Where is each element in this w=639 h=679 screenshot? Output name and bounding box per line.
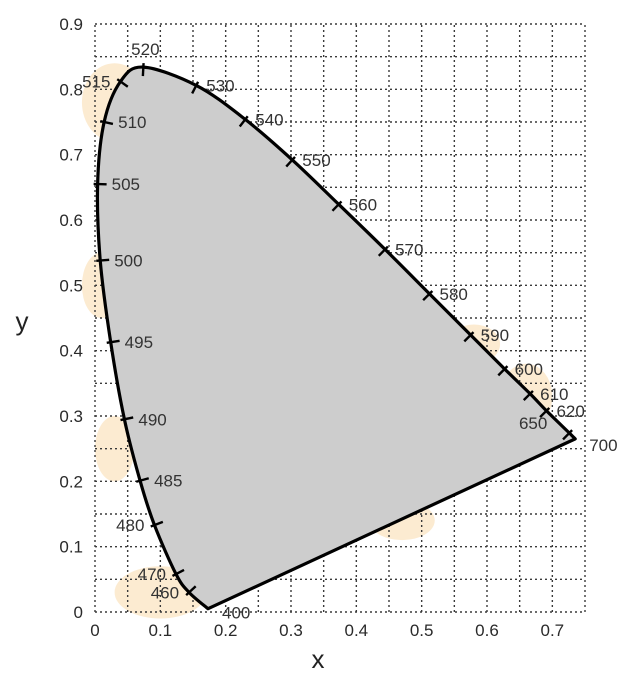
wavelength-tick-570 bbox=[377, 245, 389, 257]
y-tick-label: 0 bbox=[74, 603, 83, 622]
x-tick-label: 0.7 bbox=[541, 621, 565, 640]
wavelength-label-650: 650 bbox=[519, 414, 547, 433]
wavelength-tick-485 bbox=[135, 477, 150, 483]
x-tick-label: 0.6 bbox=[475, 621, 499, 640]
wavelength-tick-460 bbox=[185, 585, 197, 596]
wavelength-label-550: 550 bbox=[302, 151, 330, 170]
y-tick-labels: 0 0.1 0.2 0.3 0.4 0.5 0.6 0.7 0.8 0.9 bbox=[59, 15, 83, 622]
wavelength-label-515: 515 bbox=[82, 72, 110, 91]
wavelength-label-620: 620 bbox=[556, 402, 584, 421]
wavelength-label-610: 610 bbox=[540, 385, 568, 404]
wavelength-tick-610 bbox=[522, 390, 534, 401]
wavelength-tick-530 bbox=[191, 81, 200, 94]
wavelength-label-570: 570 bbox=[395, 240, 423, 259]
x-tick-label: 0.2 bbox=[214, 621, 238, 640]
wavelength-tick-520 bbox=[141, 63, 145, 77]
y-axis-title: y bbox=[16, 306, 29, 336]
wavelength-tick-470 bbox=[171, 568, 185, 578]
y-tick-label: 0.1 bbox=[59, 538, 83, 557]
x-tick-label: 0.5 bbox=[410, 621, 434, 640]
wavelength-label-540: 540 bbox=[255, 110, 283, 129]
wavelength-tick-480 bbox=[150, 520, 164, 528]
halo-6 bbox=[95, 416, 135, 482]
x-axis-title: x bbox=[312, 644, 325, 674]
wavelength-label-600: 600 bbox=[515, 360, 543, 379]
wavelength-label-520: 520 bbox=[131, 40, 159, 59]
x-tick-label: 0.4 bbox=[345, 621, 369, 640]
x-tick-label: 0 bbox=[90, 621, 99, 640]
wavelength-label-485: 485 bbox=[154, 472, 182, 491]
wavelength-label-470: 470 bbox=[138, 565, 166, 584]
x-tick-label: 0.1 bbox=[149, 621, 173, 640]
y-tick-label: 0.4 bbox=[59, 342, 83, 361]
wavelength-label-580: 580 bbox=[440, 285, 468, 304]
wavelength-label-530: 530 bbox=[206, 76, 234, 95]
y-tick-label: 0.3 bbox=[59, 407, 83, 426]
y-tick-label: 0.5 bbox=[59, 276, 83, 295]
y-tick-label: 0.2 bbox=[59, 472, 83, 491]
wavelength-tick-650 bbox=[562, 429, 573, 441]
wavelength-label-495: 495 bbox=[125, 333, 153, 352]
wavelength-tick-620 bbox=[539, 407, 551, 418]
y-tick-label: 0.7 bbox=[59, 146, 83, 165]
wavelength-tick-580 bbox=[422, 290, 434, 302]
wavelength-tick-600 bbox=[497, 365, 509, 377]
wavelength-tick-490 bbox=[120, 416, 134, 422]
wavelength-label-500: 500 bbox=[114, 252, 142, 271]
x-tick-labels: 0 0.1 0.2 0.3 0.4 0.5 0.6 0.7 bbox=[90, 621, 564, 640]
wavelength-tick-495 bbox=[106, 339, 120, 344]
wavelength-label-560: 560 bbox=[349, 195, 377, 214]
wavelength-tick-550 bbox=[285, 156, 296, 168]
wavelength-label-700: 700 bbox=[589, 436, 617, 455]
wavelength-tick-590 bbox=[463, 331, 475, 343]
wavelength-tick-560 bbox=[331, 200, 343, 212]
y-tick-label: 0.8 bbox=[59, 80, 83, 99]
y-tick-label: 0.6 bbox=[59, 211, 83, 230]
wavelength-label-490: 490 bbox=[138, 410, 166, 429]
wavelength-tick-500 bbox=[96, 258, 110, 263]
y-tick-label: 0.9 bbox=[59, 15, 83, 34]
wavelength-label-460: 460 bbox=[151, 583, 179, 602]
wavelength-tick-540 bbox=[238, 115, 249, 128]
wavelength-tick-515 bbox=[116, 78, 129, 88]
x-tick-label: 0.3 bbox=[279, 621, 303, 640]
wavelength-label-510: 510 bbox=[118, 113, 146, 132]
wavelength-label-505: 505 bbox=[112, 175, 140, 194]
wavelength-label-480: 480 bbox=[116, 516, 144, 535]
wavelength-label-590: 590 bbox=[481, 326, 509, 345]
wavelength-tick-510 bbox=[99, 119, 114, 126]
wavelength-ticks bbox=[93, 63, 573, 596]
wavelength-label-400: 400 bbox=[222, 604, 250, 623]
